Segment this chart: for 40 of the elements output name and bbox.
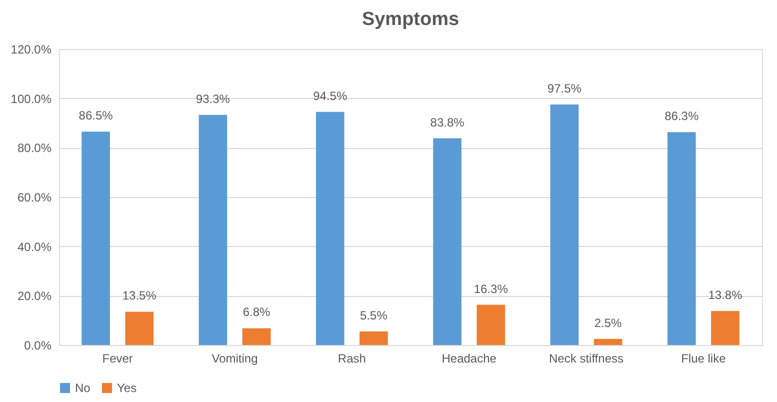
y-tick-label: 120.0% [10,42,52,56]
y-tick-label: 80.0% [17,141,52,156]
legend-label: No [75,381,91,395]
data-label: 83.8% [430,115,465,130]
data-label: 16.3% [474,282,508,296]
bar [550,104,579,345]
x-tick-label: Headache [442,352,497,366]
y-tick-label: 40.0% [17,240,52,254]
bar [433,138,462,345]
chart-title: Symptoms [362,9,460,30]
bar [667,132,696,345]
data-label: 2.5% [594,316,622,330]
legend-label: Yes [117,381,137,395]
data-label: 86.3% [664,109,699,124]
bar [711,310,740,345]
data-label: 97.5% [547,82,582,96]
y-tick-label: 100.0% [10,92,52,106]
x-tick-label: Neck stiffness [549,352,624,366]
data-label: 94.5% [313,88,348,103]
bar [594,338,622,345]
data-label: 86.5% [78,108,114,123]
y-tick-label: 60.0% [17,190,52,204]
x-tick-label: Fever [102,352,133,366]
bar [360,331,388,345]
bar [242,328,271,345]
data-label: 13.5% [122,288,157,303]
data-label: 93.3% [196,92,230,106]
bar [316,112,344,345]
bar [198,114,228,345]
bar [476,304,506,345]
data-label: 13.8% [708,288,743,302]
bar [125,312,154,345]
data-label: 6.8% [242,305,271,320]
x-tick-label: Flue like [681,352,726,366]
y-tick-label: 20.0% [17,289,52,304]
y-tick-label: 0.0% [24,338,52,352]
x-tick-label: Vomiting [212,352,258,366]
x-tick-label: Rash [338,352,366,366]
data-label: 5.5% [360,308,388,322]
bar [82,132,110,345]
